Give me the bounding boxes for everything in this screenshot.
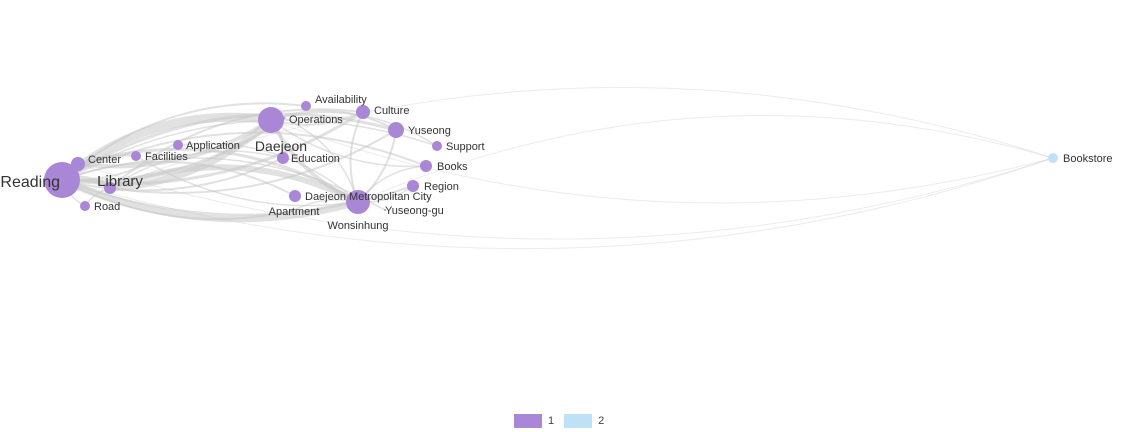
node-label-operations: Operations bbox=[289, 114, 343, 126]
node-operations[interactable] bbox=[283, 117, 285, 119]
edge-reading-yuseong bbox=[60, 112, 398, 182]
edge-library-education bbox=[109, 150, 284, 189]
node-wonsinhung[interactable] bbox=[346, 190, 370, 214]
node-label-application: Application bbox=[186, 140, 240, 152]
edge-reading-availability bbox=[61, 102, 307, 181]
edge-operations-wonsinhung bbox=[283, 117, 359, 203]
node-label-road: Road bbox=[94, 201, 120, 213]
node-yuseong[interactable] bbox=[388, 122, 404, 138]
node-label-availability: Availability bbox=[315, 94, 367, 106]
edge-wonsinhung-bookstore bbox=[357, 115, 1054, 203]
edge-daejeon-bookstore bbox=[270, 119, 1054, 204]
edge-daejeon-yuseong bbox=[270, 109, 397, 131]
edge-library-culture bbox=[109, 108, 364, 189]
node-culture[interactable] bbox=[356, 105, 370, 119]
edge-application-wonsinhung bbox=[177, 142, 359, 203]
edge-library-yuseong bbox=[109, 129, 397, 194]
node-label-yuseong: Yuseong bbox=[408, 125, 451, 137]
node-daejeon[interactable] bbox=[258, 107, 284, 133]
node-label-reading: Reading bbox=[0, 174, 60, 191]
node-label-yuseonggu: Yuseong-gu bbox=[385, 205, 444, 217]
node-facilities[interactable] bbox=[131, 151, 141, 161]
legend-item-2[interactable]: 2 bbox=[564, 414, 604, 428]
node-label-facilities: Facilities bbox=[145, 151, 188, 163]
nodes-layer bbox=[44, 101, 1058, 214]
node-center[interactable] bbox=[71, 157, 85, 171]
node-availability[interactable] bbox=[301, 101, 311, 111]
legend-swatch-2 bbox=[564, 414, 593, 428]
edge-daejeon-wonsinhung bbox=[269, 118, 360, 204]
node-road[interactable] bbox=[80, 201, 90, 211]
edge-reading-wonsinhung bbox=[58, 176, 362, 223]
legend-label-1: 1 bbox=[548, 415, 555, 427]
node-support[interactable] bbox=[432, 141, 442, 151]
node-region[interactable] bbox=[407, 180, 419, 192]
node-label-wonsinhung: Wonsinhung bbox=[328, 220, 389, 232]
node-label-region: Region bbox=[424, 181, 459, 193]
edge-library-bookstore bbox=[109, 87, 1054, 189]
node-bookstore[interactable] bbox=[1048, 153, 1058, 163]
legend-swatch-1 bbox=[514, 414, 542, 428]
node-books[interactable] bbox=[420, 160, 432, 172]
node-label-daejeon: Daejeon bbox=[255, 138, 307, 154]
node-label-center: Center bbox=[88, 154, 121, 166]
node-application[interactable] bbox=[173, 140, 183, 150]
legend: 1 2 bbox=[514, 414, 614, 428]
edge-center-bookstore bbox=[77, 157, 1054, 240]
node-metro[interactable] bbox=[289, 190, 301, 202]
node-label-education: Education bbox=[291, 153, 340, 165]
node-library[interactable] bbox=[104, 182, 116, 194]
edge-reading-books bbox=[61, 131, 427, 181]
node-label-culture: Culture bbox=[374, 105, 409, 117]
network-graph: Reading Library Center Road FacilitiesApplic… bbox=[0, 87, 1113, 250]
node-education[interactable] bbox=[277, 152, 289, 164]
node-label-apartment: Apartment bbox=[269, 206, 320, 218]
edge-reading-bookstore bbox=[61, 157, 1054, 250]
edge-facilities-wonsinhung bbox=[135, 155, 359, 207]
node-yuseonggu[interactable] bbox=[384, 209, 386, 211]
edge-reading-culture bbox=[60, 110, 365, 186]
legend-label-2: 2 bbox=[598, 415, 605, 427]
node-label-metro: Daejeon Metropolitan City bbox=[305, 191, 432, 203]
edges-layer bbox=[57, 87, 1054, 250]
edge-reading-operations bbox=[60, 116, 286, 183]
legend-item-1[interactable]: 1 bbox=[514, 414, 554, 428]
node-label-support: Support bbox=[446, 141, 485, 153]
edge-reading-support bbox=[61, 119, 438, 181]
node-label-library: Library bbox=[97, 173, 143, 190]
edge-reading-apartment bbox=[61, 179, 293, 221]
node-label-books: Books bbox=[437, 161, 468, 173]
node-reading[interactable] bbox=[44, 162, 80, 198]
labels-layer: Reading Library Center Road FacilitiesApplic… bbox=[0, 94, 1112, 232]
edge-reading-education bbox=[61, 157, 284, 192]
node-label-bookstore: Bookstore bbox=[1063, 153, 1113, 165]
node-apartment[interactable] bbox=[291, 210, 293, 212]
